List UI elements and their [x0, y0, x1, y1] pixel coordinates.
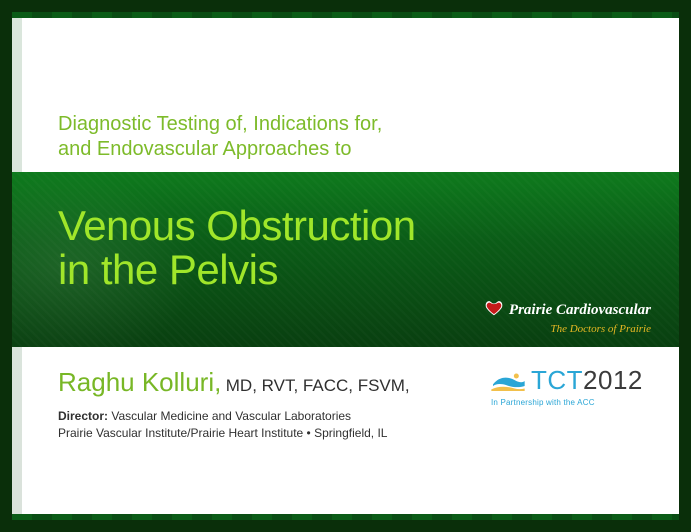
event-prefix: TCT — [531, 365, 583, 395]
title-line-1: Venous Obstruction — [58, 204, 416, 248]
presenter-affiliation: Prairie Vascular Institute/Prairie Heart… — [58, 426, 387, 440]
sponsor-name: Prairie Cardiovascular — [509, 302, 651, 319]
title-line-2: in the Pelvis — [58, 248, 416, 292]
slide-inner: Diagnostic Testing of, Indications for, … — [12, 12, 679, 520]
event-logo: TCT2012 In Partnership with the ACC — [491, 365, 641, 407]
presenter-role-lead: Director: — [58, 409, 108, 423]
heart-fill — [487, 303, 502, 315]
sponsor-row: Prairie Cardiovascular — [485, 300, 651, 321]
event-text: TCT2012 — [531, 365, 643, 396]
wave-top — [493, 378, 525, 388]
bottom-border-texture — [12, 514, 679, 520]
wave-bottom — [491, 387, 524, 391]
presenter-block: Raghu Kolluri, MD, RVT, FACC, FSVM, Dire… — [58, 367, 459, 442]
subtitle-line-2: and Endovascular Approaches to — [58, 137, 633, 162]
event-subline: In Partnership with the ACC — [491, 398, 641, 407]
sponsor-tagline: The Doctors of Prairie — [485, 323, 651, 335]
sponsor-block: Prairie Cardiovascular The Doctors of Pr… — [485, 300, 651, 335]
presenter-name: Raghu Kolluri, — [58, 367, 221, 397]
presenter-credentials: MD, RVT, FACC, FSVM, — [226, 376, 410, 395]
slide-frame: Diagnostic Testing of, Indications for, … — [0, 0, 691, 532]
sun-icon — [514, 374, 519, 379]
slide-title: Venous Obstruction in the Pelvis — [58, 204, 416, 292]
wave-icon — [491, 371, 525, 396]
subtitle-line-1: Diagnostic Testing of, Indications for, — [58, 112, 633, 137]
presenter-role-rest: Vascular Medicine and Vascular Laborator… — [108, 409, 351, 423]
event-row: TCT2012 — [491, 365, 641, 396]
slide-subtitle: Diagnostic Testing of, Indications for, … — [58, 112, 633, 162]
title-band: Venous Obstruction in the Pelvis Prairie… — [12, 172, 679, 347]
event-year: 2012 — [583, 365, 643, 395]
heart-icon — [485, 300, 503, 321]
top-border-texture — [12, 12, 679, 18]
presenter-role: Director: Vascular Medicine and Vascular… — [58, 408, 459, 442]
presenter-line: Raghu Kolluri, MD, RVT, FACC, FSVM, — [58, 367, 459, 398]
